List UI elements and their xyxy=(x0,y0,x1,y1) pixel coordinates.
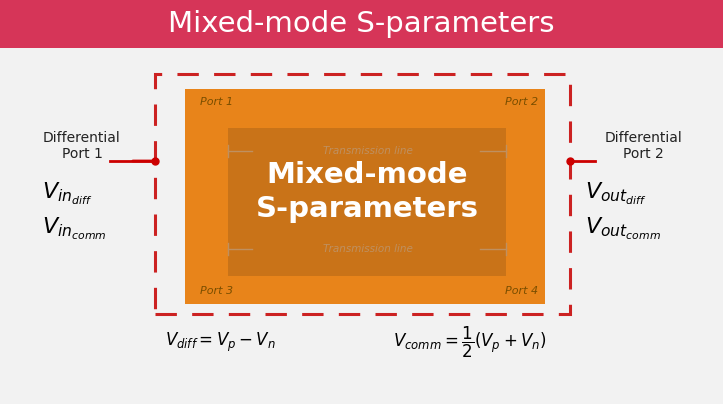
Bar xyxy=(185,89,545,304)
Text: $V_{comm} = \dfrac{1}{2}(V_p + V_n)$: $V_{comm} = \dfrac{1}{2}(V_p + V_n)$ xyxy=(393,324,547,360)
Text: Mixed-mode S-parameters: Mixed-mode S-parameters xyxy=(168,10,555,38)
Bar xyxy=(0,0,723,48)
Bar xyxy=(228,128,506,276)
Text: Port 4: Port 4 xyxy=(505,286,538,296)
Text: $V_{in_{comm}}$: $V_{in_{comm}}$ xyxy=(42,216,106,242)
Text: Port 2: Port 2 xyxy=(505,97,538,107)
Text: $V_{in_{diff}}$: $V_{in_{diff}}$ xyxy=(42,181,93,207)
Bar xyxy=(155,74,570,314)
Text: Mixed-mode
S-parameters: Mixed-mode S-parameters xyxy=(255,161,479,223)
Text: Port 1: Port 1 xyxy=(200,97,233,107)
Text: $V_{out_{comm}}$: $V_{out_{comm}}$ xyxy=(585,216,661,242)
Text: Transmission line: Transmission line xyxy=(323,146,413,156)
Text: Differential
Port 2: Differential Port 2 xyxy=(604,131,682,161)
Text: Differential
Port 1: Differential Port 1 xyxy=(43,131,121,161)
Text: $V_{out_{diff}}$: $V_{out_{diff}}$ xyxy=(585,181,646,207)
Text: Port 3: Port 3 xyxy=(200,286,233,296)
Text: $V_{diff} = V_p - V_n$: $V_{diff} = V_p - V_n$ xyxy=(165,330,275,354)
Text: Transmission line: Transmission line xyxy=(323,244,413,254)
